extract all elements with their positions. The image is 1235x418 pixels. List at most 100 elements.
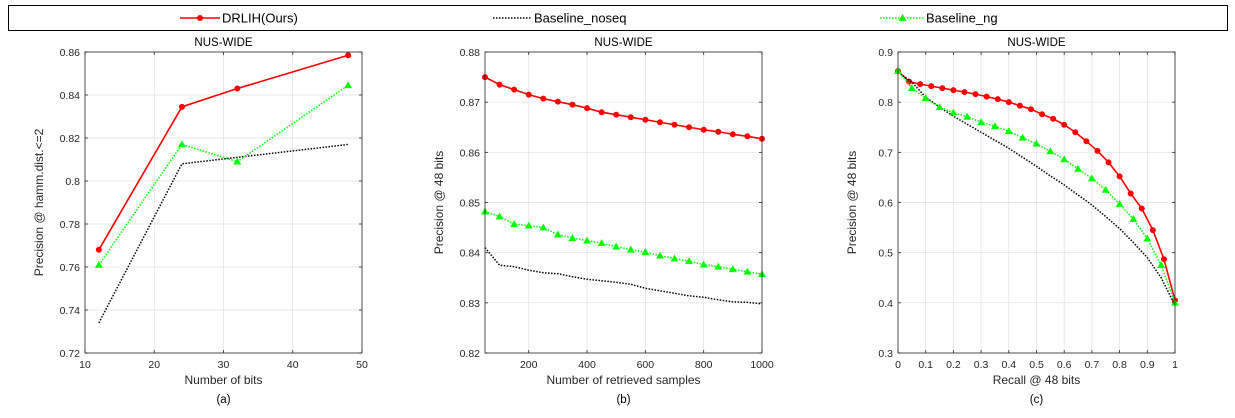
chart-caption: (a)	[216, 394, 230, 406]
data-point	[715, 128, 722, 135]
y-tick-label: 0.83	[460, 298, 481, 310]
x-tick-label: 10	[79, 359, 91, 371]
data-point	[524, 221, 533, 229]
data-point	[670, 254, 679, 262]
x-tick-label: 0.6	[1057, 359, 1072, 371]
y-tick-label: 0.86	[460, 147, 481, 159]
data-point	[991, 122, 999, 130]
chart-a: 10 20 30 40 50 0.72 0.74 0.76 0.78 0.8 0.82 0.84 0.8…	[32, 37, 368, 406]
data-point	[729, 131, 736, 138]
data-point	[656, 119, 663, 126]
data-point	[1143, 234, 1152, 242]
y-tick-label: 0.6	[878, 198, 893, 210]
data-point	[928, 83, 935, 90]
data-point	[685, 257, 694, 265]
y-tick-label: 0.7	[878, 147, 893, 159]
x-tick-label: 800	[695, 359, 713, 371]
y-tick-label: 0.74	[60, 305, 81, 317]
data-point	[584, 105, 591, 112]
data-point	[1005, 99, 1012, 106]
data-point	[1157, 261, 1166, 269]
data-point	[935, 103, 944, 111]
data-point	[950, 87, 957, 94]
data-point	[907, 84, 916, 91]
data-point	[554, 98, 561, 105]
y-tick-label: 0.3	[878, 348, 893, 360]
data-point	[921, 94, 930, 102]
x-tick-label: 600	[637, 359, 655, 371]
x-tick-label: 1	[1172, 359, 1178, 371]
data-point	[627, 114, 634, 121]
legend-swatch-marker	[196, 14, 203, 21]
series-drlih	[95, 52, 352, 253]
y-axis-label: Precision @ 48 bits	[845, 151, 859, 255]
data-point	[345, 52, 352, 59]
data-point	[1116, 173, 1123, 180]
y-tick-label: 0.8	[878, 97, 893, 109]
chart-b: 200 400 600 800 1000 0.82 0.83 0.84 0.85 0.86 0.87…	[432, 37, 774, 406]
data-point	[597, 239, 606, 246]
data-point	[917, 81, 924, 88]
y-tick-label: 0.86	[60, 47, 81, 59]
chart-title: NUS-WIDE	[194, 37, 252, 49]
series-baseline-noseq	[484, 247, 763, 305]
data-point	[1149, 227, 1156, 234]
data-point	[1101, 185, 1110, 193]
data-point	[983, 93, 990, 100]
data-point	[583, 236, 591, 244]
chart-c: 0 0.1 0.2 0.3 0.4 0.5 0.6 0.7 0.8 0.9 1 0.3 0.4 0.5 0.…	[845, 37, 1179, 406]
y-tick-label: 0.88	[460, 47, 481, 59]
data-point	[511, 86, 518, 93]
data-point	[525, 91, 532, 98]
x-tick-label: 30	[218, 359, 230, 371]
data-point	[612, 242, 621, 250]
data-point	[178, 103, 185, 110]
x-tick-label: 0.5	[1029, 359, 1044, 371]
data-point	[569, 101, 576, 108]
y-tick-label: 0.78	[60, 219, 81, 231]
data-point	[1127, 190, 1134, 197]
y-tick-label: 0.72	[60, 348, 81, 360]
data-point	[1018, 133, 1027, 141]
data-point	[994, 96, 1001, 103]
x-axis-label: Recall @ 48 bits	[993, 373, 1081, 387]
data-point	[540, 95, 547, 102]
series-line	[484, 247, 763, 305]
legend: DRLIH(Ours) Baseline_noseq Baseline_ng	[8, 5, 1228, 31]
data-point	[1138, 205, 1145, 212]
chart-caption: (b)	[616, 394, 630, 406]
data-point	[961, 89, 968, 96]
legend-label: DRLIH(Ours)	[222, 11, 298, 26]
chart-caption: (c)	[1030, 394, 1044, 406]
data-point	[1129, 215, 1138, 222]
series-baseline-noseq	[897, 71, 1176, 306]
charts: 10 20 30 40 500.720.740.760.780.80.820.840.8…	[32, 37, 1179, 406]
data-point	[1061, 121, 1068, 128]
x-tick-label: 400	[578, 359, 596, 371]
data-point	[972, 91, 979, 98]
data-point	[1105, 159, 1112, 166]
y-tick-label: 0.82	[60, 133, 81, 145]
series-baseline-ng	[894, 67, 1179, 306]
data-point	[1004, 127, 1013, 135]
data-point	[642, 116, 649, 123]
y-tick-label: 0.84	[460, 248, 481, 260]
data-point	[939, 85, 946, 92]
legend-entry: DRLIH(Ours)	[180, 11, 298, 26]
legend-label: Baseline_noseq	[534, 11, 627, 26]
x-tick-label: 0.1	[918, 359, 933, 371]
x-tick-label: 0	[895, 359, 901, 371]
x-tick-label: 20	[148, 359, 160, 371]
data-point	[641, 248, 650, 256]
chart-title: NUS-WIDE	[1007, 37, 1065, 49]
x-tick-label: 40	[287, 359, 299, 371]
x-axis-label: Number of retrieved samples	[546, 373, 700, 387]
legend-label: Baseline_ng	[926, 11, 998, 26]
data-point	[234, 85, 241, 92]
data-point	[1087, 174, 1096, 182]
series-line	[98, 54, 349, 251]
data-point	[1074, 164, 1082, 172]
legend-entry: Baseline_ng	[880, 11, 998, 26]
